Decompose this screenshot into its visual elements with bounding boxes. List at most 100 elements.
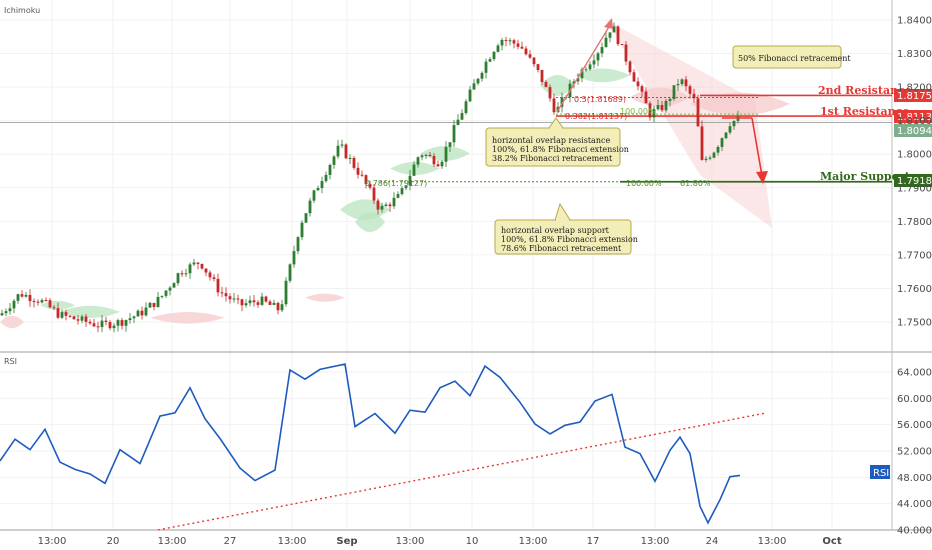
candle-body-110	[440, 161, 444, 167]
candle-body-81	[324, 174, 328, 182]
candle-body-122	[488, 59, 492, 62]
time-tick-12: 13:00	[758, 536, 787, 547]
note-support[interactable]: horizontal overlap support 100%, 61.8% F…	[494, 202, 638, 255]
cloud-patch-6	[355, 212, 385, 233]
candle-body-156	[624, 44, 628, 62]
note-resistance[interactable]: horizontal overlap resistance 100%, 61.8…	[485, 117, 629, 167]
rsi-axis[interactable]: 40.0000 44.0000 48.0000 52.0000 56.0000 60.00…	[897, 368, 932, 537]
candle-body-91	[364, 175, 368, 185]
candle-body-53	[212, 277, 216, 279]
candle-body-95	[380, 205, 384, 210]
candle-body-178	[712, 152, 716, 158]
badge-current-text: 1.80947	[897, 126, 932, 137]
candle-body-49	[196, 262, 200, 264]
badge-first-resistance-text: 1.81136	[897, 112, 932, 123]
time-tick-9: 17	[587, 536, 600, 547]
candle-body-64	[256, 302, 260, 305]
candle-body-123	[492, 51, 496, 60]
candle-body-161	[644, 91, 648, 104]
candle-body-150	[600, 47, 604, 54]
candle-body-155	[620, 44, 624, 46]
candle-body-56	[224, 293, 228, 297]
note-resistance-line-3: 38.2% Fibonacci retracement	[492, 154, 613, 163]
candle-body-167	[668, 98, 672, 101]
candle-body-58	[232, 298, 236, 300]
candle-body-33	[132, 316, 136, 319]
rsi-trendline	[157, 412, 767, 531]
rsi-pane	[0, 363, 767, 531]
candle-body-66	[264, 296, 268, 302]
candle-body-22	[88, 321, 92, 324]
projection-arrow	[751, 117, 763, 177]
candle-body-166	[664, 100, 668, 111]
candle-body-120	[480, 72, 484, 79]
candle-body-2	[8, 308, 12, 312]
candle-body-134	[536, 64, 540, 70]
upswing-arrow	[556, 21, 613, 113]
time-tick-8: 13:00	[519, 536, 548, 547]
note-fib-50-text: 50% Fibonacci retracement	[738, 54, 851, 63]
wedge-pattern	[606, 20, 772, 228]
candle-body-174	[696, 98, 700, 127]
candle-body-11	[44, 300, 48, 302]
ichimoku-cloud	[0, 68, 790, 329]
major-support-label: Major Support	[820, 170, 911, 183]
note-resistance-line-2: 100%, 61.8% Fibonacci extension	[492, 145, 629, 154]
candle-body-69	[276, 302, 280, 311]
time-axis[interactable]: 13:00 20 13:00 27 13:00 Sep 13:00 10 13:00 17 13:0…	[38, 536, 842, 547]
candle-body-7	[28, 294, 32, 302]
candle-body-112	[448, 142, 452, 147]
candle-body-152	[608, 32, 612, 38]
rsi-tick-1: 44.0000	[897, 499, 932, 510]
candle-body-6	[24, 294, 28, 297]
candle-body-51	[204, 268, 208, 273]
candle-body-25	[100, 320, 104, 328]
candle-body-153	[612, 26, 616, 33]
candle-body-119	[476, 78, 480, 84]
candle-body-160	[640, 86, 644, 92]
candle-body-106	[424, 154, 428, 156]
candle-body-29	[116, 320, 120, 326]
candle-body-67	[268, 301, 272, 305]
candle-body-68	[272, 302, 276, 305]
candle-body-9	[36, 301, 40, 303]
candle-body-144	[576, 78, 580, 82]
candle-body-170	[680, 79, 684, 85]
candle-body-12	[48, 300, 52, 308]
candle-body-65	[260, 296, 264, 305]
candle-body-180	[720, 138, 724, 147]
time-tick-3: 27	[224, 536, 237, 547]
candle-body-146	[584, 69, 588, 71]
candle-body-76	[304, 213, 308, 223]
candle-body-44	[176, 273, 180, 284]
candle-body-147	[588, 64, 592, 70]
candle-body-129	[516, 43, 520, 47]
candle-body-19	[76, 319, 80, 321]
candle-body-157	[628, 61, 632, 73]
candle-body-149	[596, 53, 600, 61]
candle-body-27	[108, 322, 112, 329]
cloud-patch-4	[305, 293, 345, 302]
note-fib-50[interactable]: 50% Fibonacci retracement	[732, 45, 851, 69]
candle-body-71	[284, 280, 288, 305]
candle-body-118	[472, 83, 476, 90]
candle-body-41	[164, 290, 168, 296]
cloud-patch-12	[690, 92, 790, 116]
projection-arrowhead	[756, 171, 768, 184]
candle-body-87	[348, 157, 352, 159]
candle-body-138	[552, 98, 556, 113]
candle-body-72	[288, 264, 292, 281]
candle-body-80	[320, 181, 324, 189]
price-tick-0: 1.75000	[897, 318, 932, 329]
candle-body-61	[244, 303, 248, 306]
price-axis[interactable]: 1.75000 1.76000 1.77000 1.78000 1.79000 1.800…	[897, 16, 932, 329]
note-support-line-1: horizontal overlap support	[501, 226, 610, 235]
candle-body-115	[460, 113, 464, 120]
cloud-patch-0	[0, 315, 24, 329]
rsi-line	[0, 363, 741, 525]
fib-label-618: 61.80%	[680, 179, 711, 188]
candle-body-43	[172, 283, 176, 288]
candle-body-3	[12, 300, 16, 309]
candle-body-165	[660, 105, 664, 111]
